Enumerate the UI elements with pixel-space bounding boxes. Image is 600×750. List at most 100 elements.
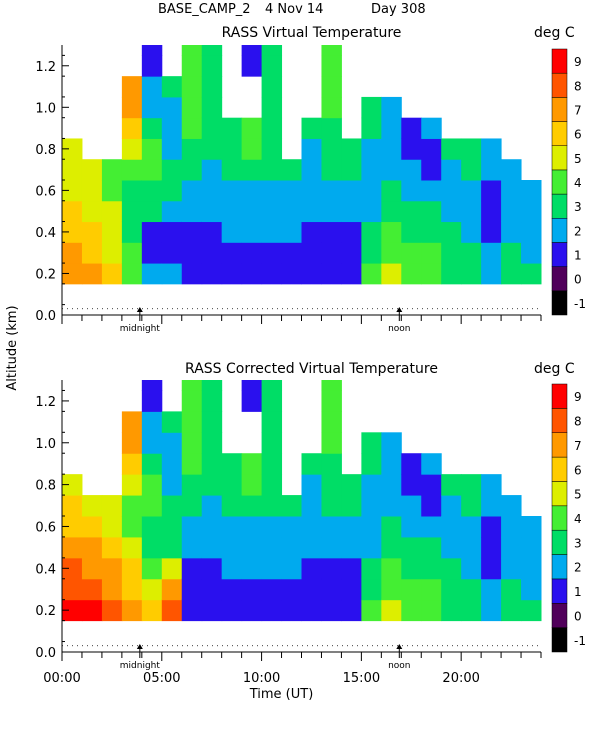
- heatmap-cell: [261, 411, 283, 433]
- heatmap-cell: [261, 516, 283, 538]
- heatmap-cell: [241, 263, 263, 285]
- heatmap-cell: [101, 221, 123, 243]
- heatmap-cell: [241, 138, 263, 160]
- heatmap-cell: [121, 495, 143, 517]
- y-tick-label: 1.0: [35, 101, 56, 116]
- heatmap-cell: [121, 138, 143, 160]
- heatmap-cell: [81, 536, 103, 559]
- heatmap-cell: [201, 180, 223, 202]
- heatmap-cell: [321, 263, 342, 285]
- colorbar-swatch: [551, 554, 568, 580]
- heatmap-cell: [241, 380, 263, 391]
- heatmap-cell: [261, 96, 283, 119]
- heatmap-cell: [381, 138, 402, 160]
- heatmap-cell: [241, 557, 263, 580]
- heatmap-cell: [501, 536, 522, 559]
- heatmap-cell: [261, 45, 283, 56]
- heatmap-cell: [301, 453, 322, 475]
- colorbar-units-label: deg C: [534, 25, 575, 41]
- heatmap-cell: [221, 578, 243, 601]
- heatmap-cell: [181, 180, 203, 202]
- colorbar-tick-label: 5: [574, 152, 582, 166]
- heatmap-cell: [501, 263, 522, 285]
- heatmap-cell: [361, 200, 382, 223]
- heatmap-cell: [441, 495, 462, 517]
- heatmap-cell: [161, 221, 183, 243]
- heatmap-cell: [141, 138, 163, 160]
- heatmap-cell: [461, 138, 482, 160]
- heatmap-cell: [381, 180, 402, 202]
- heatmap-cell: [181, 138, 203, 160]
- heatmap-cell: [141, 453, 163, 475]
- heatmap-cell: [181, 221, 203, 243]
- heatmap-cell: [321, 474, 342, 496]
- heatmap-cell: [101, 200, 123, 223]
- heatmap-cell: [181, 45, 203, 56]
- heatmap-cell: [221, 200, 243, 223]
- heatmap-cell: [121, 453, 143, 475]
- heatmap-cell: [261, 242, 283, 264]
- heatmap-cell: [62, 516, 83, 538]
- heatmap-cell: [181, 432, 203, 454]
- heatmap-cell: [201, 76, 223, 98]
- heatmap-cell: [421, 138, 442, 160]
- colorbar-tick-label: 5: [574, 488, 582, 502]
- colorbar-swatch: [551, 121, 568, 146]
- colorbar-swatch: [551, 145, 568, 171]
- heatmap-cell: [381, 432, 402, 454]
- colorbar-tick-label: 0: [574, 273, 582, 287]
- heatmap-cell: [221, 221, 243, 243]
- heatmap-cell: [361, 159, 382, 181]
- heatmap-cell: [161, 200, 183, 223]
- heatmap-cell: [141, 159, 163, 181]
- heatmap-cell: [501, 200, 522, 223]
- heatmap-cell: [141, 432, 163, 454]
- heatmap-cell: [101, 536, 123, 559]
- heatmap-cell: [401, 159, 422, 181]
- heatmap-cell: [161, 96, 183, 119]
- heatmap-cell: [401, 578, 422, 601]
- heatmap-cell: [421, 453, 442, 475]
- heatmap-cell: [121, 200, 143, 223]
- heatmap-cell: [381, 557, 402, 580]
- heatmap-cell: [461, 557, 482, 580]
- heatmap-cell: [201, 453, 223, 475]
- heatmap-cell: [281, 200, 302, 223]
- heatmap-cell: [221, 263, 243, 285]
- heatmap-cell: [101, 180, 123, 202]
- heatmap-cell: [341, 200, 362, 223]
- heatmap-cell: [181, 117, 203, 139]
- heatmap-cell: [381, 599, 402, 622]
- heatmap-cell: [181, 55, 203, 77]
- heatmap-cell: [461, 221, 482, 243]
- heatmap-cell: [181, 390, 203, 412]
- heatmap-cell: [201, 96, 223, 119]
- heatmap-cell: [321, 45, 342, 56]
- heatmap-cell: [521, 180, 542, 202]
- heatmap-cell: [381, 453, 402, 475]
- heatmap-cell: [201, 200, 223, 223]
- heatmap-cell: [221, 536, 243, 559]
- heatmap-cell: [261, 536, 283, 559]
- heatmap-cell: [321, 55, 342, 77]
- y-axis-title: Altitude (km): [5, 305, 20, 390]
- heatmap-cell: [161, 117, 183, 139]
- heatmap-cell: [241, 390, 263, 412]
- heatmap-cell: [481, 242, 502, 264]
- heatmap-cell: [141, 495, 163, 517]
- colorbar-swatch: [551, 578, 568, 604]
- heatmap-cell: [421, 599, 442, 622]
- colorbar-swatch: [551, 169, 568, 195]
- heatmap-cell: [121, 536, 143, 559]
- heatmap-cell: [261, 76, 283, 98]
- heatmap-cell: [341, 599, 362, 622]
- y-tick-label: 0.0: [35, 309, 56, 324]
- heatmap-cell: [401, 242, 422, 264]
- y-tick-label: 0.4: [35, 226, 56, 241]
- heatmap-cell: [261, 180, 283, 202]
- heatmap-cell: [161, 578, 183, 601]
- heatmap-cell: [161, 242, 183, 264]
- heatmap-cell: [301, 599, 322, 622]
- colorbar-swatch: [551, 627, 568, 653]
- marker-arrow-icon: [136, 644, 143, 649]
